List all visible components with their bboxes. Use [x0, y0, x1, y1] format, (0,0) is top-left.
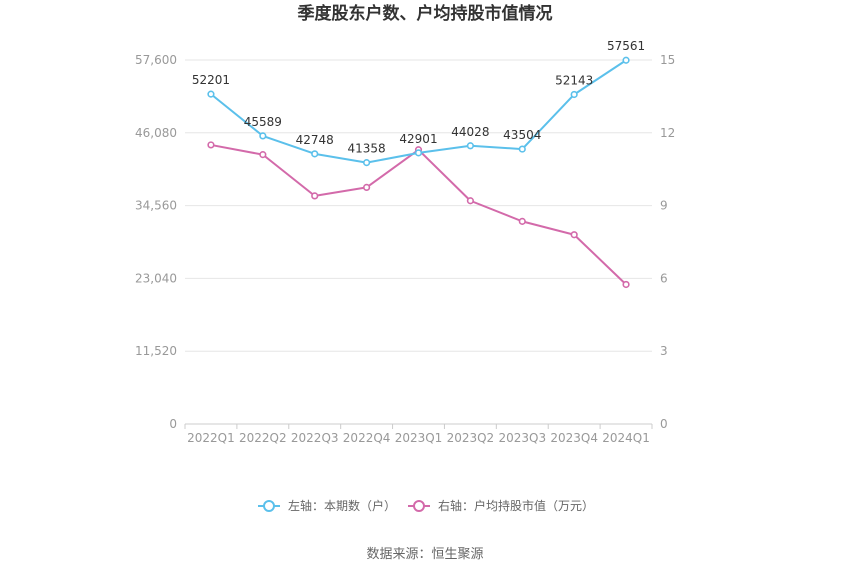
left-series-point	[622, 56, 630, 64]
left-series-point	[207, 90, 215, 98]
x-tick-label: 2022Q3	[291, 431, 339, 445]
left-series-point	[259, 132, 267, 140]
right-series-point	[466, 197, 474, 205]
left-tick-label: 57,600	[135, 53, 177, 67]
legend: 左轴：本期数（户） 右轴：户均持股市值（万元）	[258, 498, 594, 513]
right-tick-label: 0	[660, 417, 668, 431]
legend-entry: 右轴：户均持股市值（万元）	[438, 498, 594, 513]
right-series-point	[518, 217, 526, 225]
x-tick-label: 2023Q3	[498, 431, 546, 445]
x-axis-ticks: 2022Q1 2022Q2 2022Q3 2022Q4 2023Q1 2023Q2 2023…	[184, 424, 653, 445]
right-series-point	[207, 141, 215, 149]
x-tick-label: 2023Q4	[550, 431, 598, 445]
right-tick-label: 6	[660, 271, 668, 285]
x-tick-label: 2022Q4	[343, 431, 391, 445]
right-series-line	[210, 143, 627, 286]
data-label: 42901	[399, 132, 437, 146]
right-tick-label: 15	[660, 53, 675, 67]
left-series-point	[311, 150, 319, 158]
right-series-point	[570, 231, 578, 239]
right-tick-label: 12	[660, 126, 675, 140]
left-tick-label: 34,560	[135, 199, 177, 213]
left-series-point	[363, 159, 371, 167]
legend-marker	[263, 500, 275, 512]
data-label: 42748	[296, 133, 334, 147]
left-tick-label: 23,040	[135, 271, 177, 285]
data-label: 43504	[503, 128, 541, 142]
right-tick-label: 3	[660, 344, 668, 358]
right-series-point	[622, 280, 630, 289]
x-tick-label: 2022Q2	[239, 431, 287, 445]
right-axis-ticks: 0 3 6 9 12 15	[660, 53, 675, 431]
data-label: 44028	[451, 125, 489, 139]
legend-entry: 左轴：本期数（户）	[288, 498, 396, 513]
left-series-point	[570, 90, 578, 99]
left-series-point	[414, 149, 423, 157]
legend-marker	[413, 500, 425, 512]
left-axis-ticks: 0 11,520 23,040 34,560 46,080 57,600	[135, 53, 177, 431]
right-series-point	[311, 192, 319, 200]
source-note: 数据来源：恒生聚源	[366, 547, 483, 562]
chart-title: 季度股东户数、户均持股市值情况	[298, 3, 553, 24]
right-tick-label: 9	[660, 199, 668, 213]
data-label: 52143	[555, 73, 593, 87]
left-series-point	[518, 145, 526, 153]
right-series-point	[259, 151, 267, 159]
left-series-point	[466, 142, 474, 150]
right-series-point	[363, 183, 371, 191]
series-layer: 52201 45589 42748 41358 42901 44028 43504 52143…	[192, 39, 645, 289]
left-tick-label: 46,080	[135, 126, 177, 140]
data-label: 57561	[607, 39, 645, 53]
x-tick-label: 2023Q2	[447, 431, 495, 445]
data-label: 52201	[192, 73, 230, 87]
x-tick-label: 2023Q1	[395, 431, 443, 445]
left-tick-label: 11,520	[135, 344, 177, 358]
x-tick-label: 2024Q1	[602, 431, 650, 445]
x-tick-label: 2022Q1	[187, 431, 235, 445]
data-label: 41358	[348, 142, 386, 156]
data-label: 45589	[244, 115, 282, 129]
left-tick-label: 0	[169, 417, 177, 431]
